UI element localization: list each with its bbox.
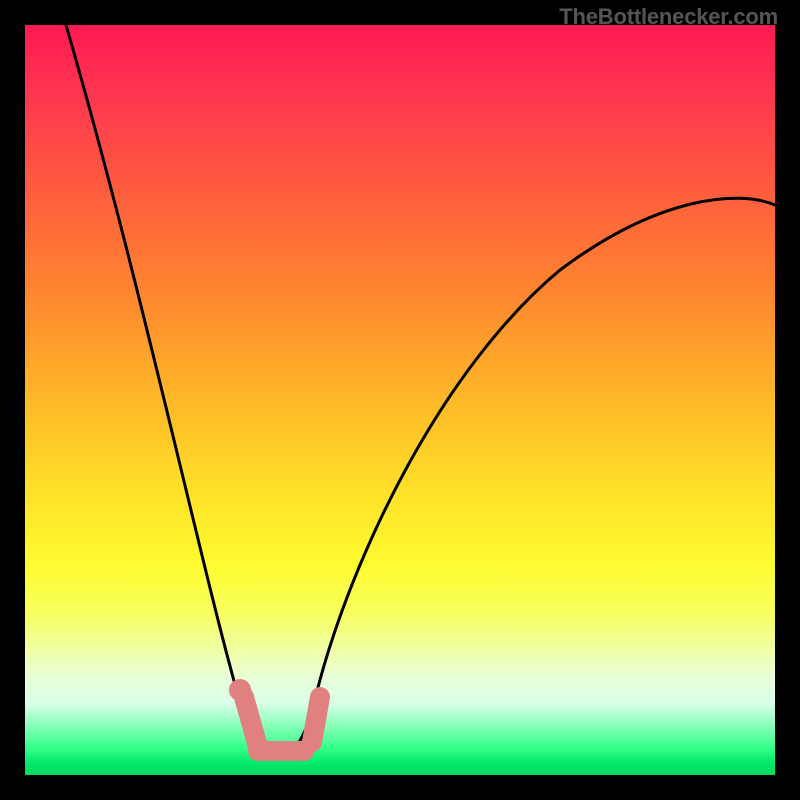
accent-left xyxy=(244,697,258,747)
bottleneck-curve xyxy=(66,25,775,753)
chart-svg-overlay xyxy=(0,0,800,800)
chart-stage: TheBottlenecker.com xyxy=(0,0,800,800)
accent-right xyxy=(312,697,320,742)
watermark-text: TheBottlenecker.com xyxy=(559,4,778,30)
plot-border xyxy=(25,25,775,775)
accent-marker xyxy=(229,679,320,751)
